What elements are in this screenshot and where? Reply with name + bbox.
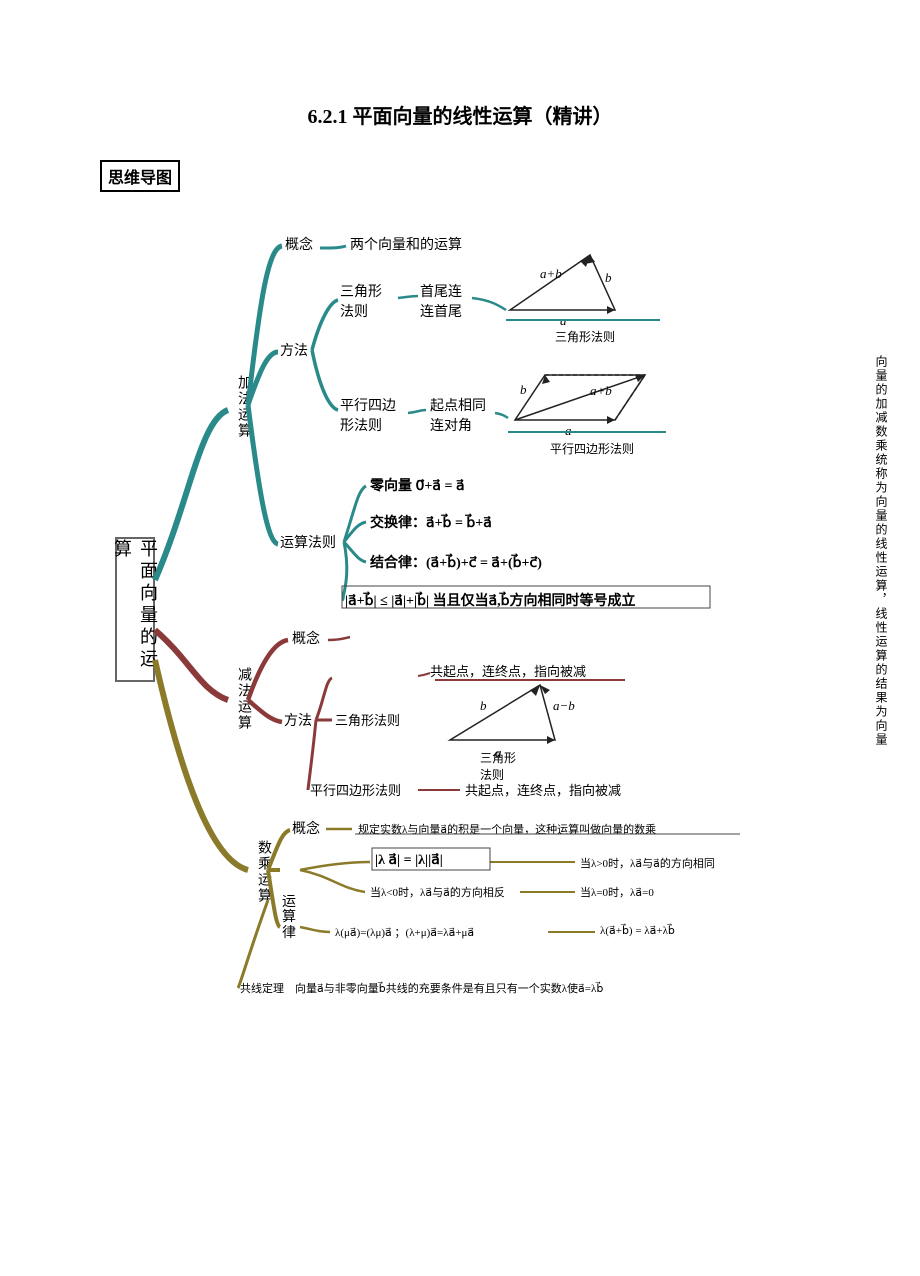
branch-addition: 加法运算 [233,375,253,439]
sub-triangle-caption: 三角形法则 [480,749,516,783]
page: 6.2.1 平面向量的线性运算（精讲） 思维导图 平面向量的运算 加法运算 减法… [0,0,920,1276]
add-triangle-text: 首尾连连首尾 [420,281,462,321]
scalar-law-text: λ(μa⃗)=(λμ)a⃗ ；(λ+μ)a⃗=λa⃗+μa⃗ [335,924,474,940]
add-triangle-label: 三角形法则 [340,281,382,321]
add-concept-text: 两个向量和的运算 [350,234,462,254]
add-para-caption: 平行四边形法则 [550,440,634,457]
doc-title: 6.2.1 平面向量的线性运算（精讲） [0,100,920,129]
add-para-label: 平行四边形法则 [340,395,396,435]
sub-concept-label: 概念 [292,628,320,648]
scalar-neg: 当λ<0时，λa⃗与a⃗的方向相反 [370,884,505,900]
scalar-modulus: |λ a⃗| = |λ||a⃗| [375,852,443,869]
side-note: 向量的加减数乘统称为向量的线性运算，线性运算的结果为向量 [873,355,890,755]
add-concept-label: 概念 [285,234,313,254]
add-method-label: 方法 [280,340,308,360]
add-inequality: |a⃗+b⃗| ≤ |a⃗|+|b⃗| 当且仅当a⃗,b⃗方向相同时等号成立 [345,590,636,610]
scalar-pos: 当λ>0时，λa⃗与a⃗的方向相同 [580,855,715,871]
sub-triangle-text: 共起点，连终点，指向被减 [430,661,586,680]
svg-text:a: a [565,423,572,438]
root-box: 平面向量的运算 [115,537,155,682]
scalar-law-text2: λ(a⃗+b⃗) = λa⃗+λb⃗ [600,924,675,937]
svg-text:a−b: a−b [553,698,575,713]
svg-text:a+b: a+b [590,383,612,398]
add-associative: 结合律：(a⃗+b⃗)+c⃗ = a⃗+(b⃗+c⃗) [370,552,542,572]
collinear-theorem: 共线定理 向量a⃗与非零向量b⃗共线的充要条件是有且只有一个实数λ使a⃗=λb⃗ [240,980,603,996]
scalar-zero: 当λ=0时，λa⃗=0 [580,884,654,900]
sub-triangle-label: 三角形法则 [335,710,400,729]
sub-method-label: 方法 [284,710,312,730]
add-commutative: 交换律：a⃗+b⃗ = b⃗+a⃗ [370,512,492,532]
branch-scalar: 数乘运算 [253,840,273,904]
branch-subtraction: 减法运算 [233,667,253,731]
add-zero: 零向量 0⃗+a⃗ = a⃗ [370,475,465,495]
sub-para-text: 共起点，连终点，指向被减 [465,780,621,799]
add-para-text: 起点相同连对角 [430,395,486,435]
section-label: 思维导图 [100,160,180,192]
svg-text:b: b [605,270,612,285]
scalar-concept-label: 概念 [292,818,320,838]
scalar-law-label: 运算律 [282,895,296,941]
add-law-label: 运算法则 [280,532,336,552]
add-triangle-caption: 三角形法则 [555,328,615,345]
svg-text:b: b [520,382,527,397]
scalar-concept-text: 规定实数λ与向量a⃗的积是一个向量，这种运算叫做向量的数乘 [358,821,656,837]
svg-text:a+b: a+b [540,266,562,281]
sub-para-label: 平行四边形法则 [310,780,401,799]
svg-text:a: a [560,313,567,328]
svg-text:b: b [480,698,487,713]
